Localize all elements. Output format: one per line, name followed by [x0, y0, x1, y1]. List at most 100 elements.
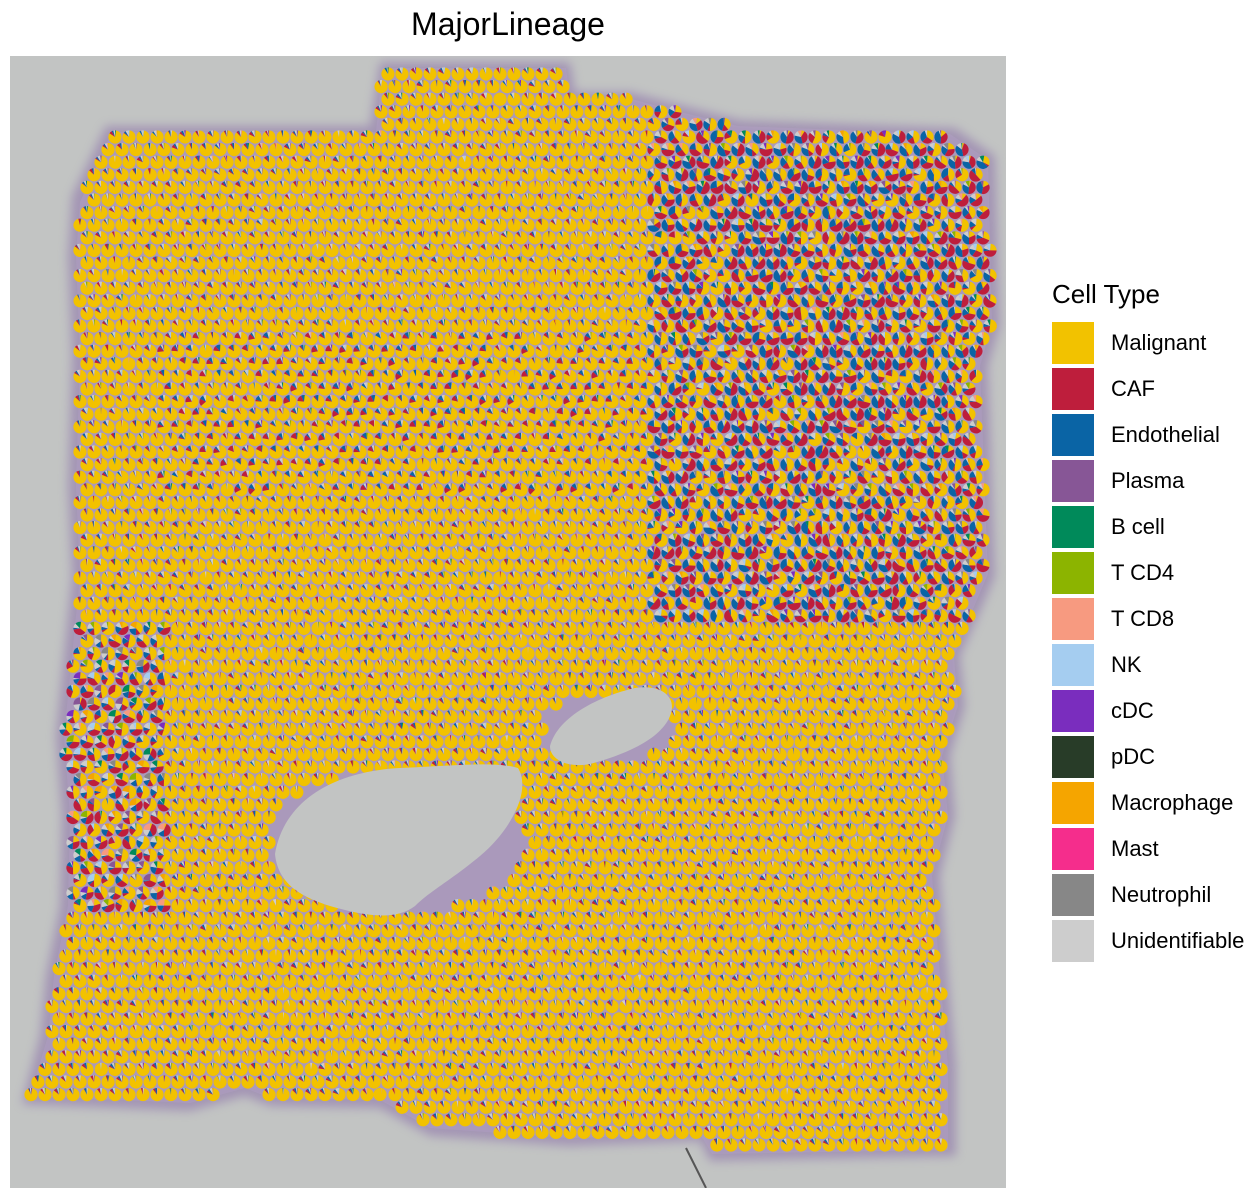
pie-spot — [710, 281, 724, 295]
pie-spot — [801, 218, 815, 232]
pie-slice — [580, 118, 584, 125]
pie-spot — [941, 142, 955, 157]
pie-slice — [540, 92, 542, 100]
pie-slice — [483, 117, 487, 125]
pie-spot — [192, 130, 206, 144]
pie-spot — [101, 268, 115, 283]
pie-slice — [745, 130, 752, 144]
pie-slice — [544, 130, 549, 137]
pie-slice — [608, 92, 612, 100]
pie-spot — [591, 168, 605, 182]
pie-spot — [647, 243, 661, 257]
pie-slice — [398, 143, 402, 150]
pie-slice — [624, 92, 626, 100]
pie-slice — [481, 93, 486, 100]
pie-slice — [139, 130, 143, 137]
pie-slice — [607, 93, 612, 100]
pie-slice — [287, 142, 291, 150]
pie-spot — [290, 130, 304, 144]
pie-spot — [521, 243, 535, 257]
pie-spot — [556, 105, 570, 119]
pie-slice — [493, 143, 507, 157]
pie-spot — [542, 256, 556, 270]
pie-slice — [374, 80, 388, 94]
pie-spot — [682, 205, 696, 220]
pie-slice — [469, 67, 472, 74]
pie-spot — [479, 67, 493, 81]
pie-spot — [542, 180, 556, 194]
pie-spot — [346, 180, 360, 194]
pie-spot — [409, 117, 423, 131]
pie-spot — [367, 218, 381, 232]
pie-slice — [419, 80, 423, 87]
pie-slice — [192, 142, 193, 150]
pie-spot — [276, 231, 290, 245]
pie-slice — [378, 130, 381, 137]
pie-slice — [563, 130, 564, 137]
pie-spot — [661, 193, 675, 207]
pie-slice — [661, 121, 668, 128]
pie-spot — [353, 142, 367, 157]
pie-spot — [136, 180, 150, 194]
pie-spot — [388, 281, 402, 295]
pie-slice — [381, 143, 395, 157]
pie-slice — [102, 144, 108, 150]
pie-spot — [430, 130, 444, 144]
pie-slice — [461, 105, 465, 112]
pie-spot — [528, 281, 542, 295]
pie-spot — [920, 256, 934, 270]
chart-title: MajorLineage — [10, 2, 1006, 46]
pie-spot — [423, 67, 437, 81]
pie-slice — [556, 105, 570, 119]
pie-slice — [696, 120, 703, 131]
pie-slice — [417, 81, 423, 87]
pie-slice — [623, 92, 626, 100]
pie-spot — [752, 180, 766, 194]
pie-spot — [402, 155, 416, 169]
pie-slice — [396, 69, 402, 74]
pie-slice — [598, 117, 599, 125]
pie-slice — [150, 130, 164, 144]
pie-spot — [962, 155, 976, 169]
pie-spot — [430, 105, 444, 119]
pie-spot — [535, 168, 549, 182]
pie-spot — [234, 231, 248, 245]
pie-slice — [435, 80, 437, 87]
pie-slice — [469, 143, 472, 150]
pie-slice — [245, 143, 248, 150]
pie-spot — [129, 142, 143, 157]
pie-spot — [563, 142, 577, 157]
pie-spot — [318, 281, 332, 295]
pie-spot — [626, 281, 640, 295]
pie-spot — [850, 256, 864, 270]
pie-slice — [538, 92, 542, 100]
pie-spot — [927, 268, 941, 283]
pie-spot — [164, 281, 178, 295]
pie-slice — [519, 105, 522, 112]
pie-spot — [654, 205, 668, 220]
pie-slice — [500, 67, 502, 74]
pie-slice — [633, 130, 634, 137]
pie-slice — [300, 143, 304, 150]
pie-slice — [401, 92, 403, 100]
pie-slice — [437, 143, 451, 157]
pie-spot — [577, 142, 591, 157]
pie-spot — [248, 231, 262, 245]
pie-slice — [449, 79, 452, 87]
pie-spot — [612, 180, 626, 194]
pie-spot — [325, 268, 339, 283]
pie-slice — [507, 119, 514, 125]
pie-slice — [514, 79, 528, 94]
pie-spot — [395, 218, 409, 232]
pie-slice — [337, 130, 340, 137]
pie-slice — [559, 105, 563, 112]
pie-slice — [411, 93, 416, 100]
pie-slice — [521, 143, 535, 157]
pie-spot — [598, 105, 612, 119]
pie-spot — [388, 256, 402, 270]
pie-spot — [108, 205, 122, 220]
pie-spot — [619, 117, 633, 131]
pie-slice — [284, 144, 290, 150]
pie-spot — [416, 180, 430, 194]
pie-spot — [150, 130, 164, 144]
